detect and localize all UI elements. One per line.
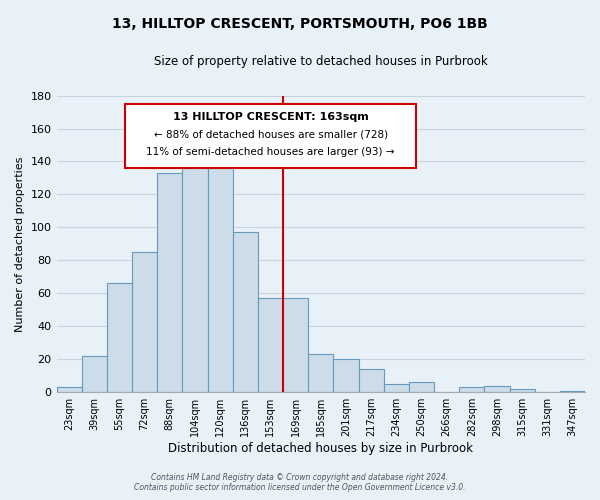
Bar <box>82 356 107 392</box>
Bar <box>107 284 132 392</box>
Bar <box>208 145 233 392</box>
Bar <box>509 389 535 392</box>
FancyBboxPatch shape <box>125 104 416 168</box>
Text: ← 88% of detached houses are smaller (728): ← 88% of detached houses are smaller (72… <box>154 130 388 140</box>
Title: Size of property relative to detached houses in Purbrook: Size of property relative to detached ho… <box>154 55 488 68</box>
Text: 13, HILLTOP CRESCENT, PORTSMOUTH, PO6 1BB: 13, HILLTOP CRESCENT, PORTSMOUTH, PO6 1B… <box>112 18 488 32</box>
Bar <box>484 386 509 392</box>
Text: Contains HM Land Registry data © Crown copyright and database right 2024.
Contai: Contains HM Land Registry data © Crown c… <box>134 473 466 492</box>
Bar <box>56 388 82 392</box>
Bar <box>359 369 383 392</box>
Bar <box>308 354 334 392</box>
Bar <box>233 232 258 392</box>
Text: 11% of semi-detached houses are larger (93) →: 11% of semi-detached houses are larger (… <box>146 148 395 158</box>
Bar <box>560 390 585 392</box>
Bar <box>459 388 484 392</box>
Text: 13 HILLTOP CRESCENT: 163sqm: 13 HILLTOP CRESCENT: 163sqm <box>173 112 368 122</box>
Bar <box>157 173 182 392</box>
Bar <box>409 382 434 392</box>
Bar <box>182 156 208 392</box>
X-axis label: Distribution of detached houses by size in Purbrook: Distribution of detached houses by size … <box>168 442 473 455</box>
Bar <box>283 298 308 392</box>
Y-axis label: Number of detached properties: Number of detached properties <box>15 156 25 332</box>
Bar <box>334 359 359 392</box>
Bar <box>258 298 283 392</box>
Bar <box>383 384 409 392</box>
Bar <box>132 252 157 392</box>
